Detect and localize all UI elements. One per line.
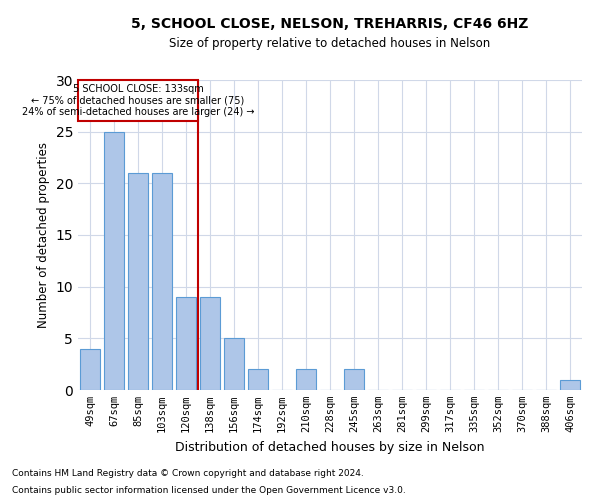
Text: 24% of semi-detached houses are larger (24) →: 24% of semi-detached houses are larger (… bbox=[22, 107, 254, 117]
Bar bbox=[248, 370, 268, 390]
Bar bbox=[296, 370, 316, 390]
Bar bbox=[200, 297, 220, 390]
Bar bbox=[80, 348, 100, 390]
Y-axis label: Number of detached properties: Number of detached properties bbox=[37, 142, 50, 328]
Text: Size of property relative to detached houses in Nelson: Size of property relative to detached ho… bbox=[169, 38, 491, 51]
Bar bbox=[344, 370, 364, 390]
Bar bbox=[176, 297, 196, 390]
Bar bbox=[128, 173, 148, 390]
Text: 5, SCHOOL CLOSE, NELSON, TREHARRIS, CF46 6HZ: 5, SCHOOL CLOSE, NELSON, TREHARRIS, CF46… bbox=[131, 18, 529, 32]
Bar bbox=[224, 338, 244, 390]
Text: Contains HM Land Registry data © Crown copyright and database right 2024.: Contains HM Land Registry data © Crown c… bbox=[12, 468, 364, 477]
Bar bbox=[560, 380, 580, 390]
FancyBboxPatch shape bbox=[78, 80, 198, 122]
Text: ← 75% of detached houses are smaller (75): ← 75% of detached houses are smaller (75… bbox=[31, 96, 245, 106]
Bar bbox=[152, 173, 172, 390]
Text: 5 SCHOOL CLOSE: 133sqm: 5 SCHOOL CLOSE: 133sqm bbox=[73, 84, 203, 94]
Bar bbox=[104, 132, 124, 390]
Text: Contains public sector information licensed under the Open Government Licence v3: Contains public sector information licen… bbox=[12, 486, 406, 495]
X-axis label: Distribution of detached houses by size in Nelson: Distribution of detached houses by size … bbox=[175, 440, 485, 454]
